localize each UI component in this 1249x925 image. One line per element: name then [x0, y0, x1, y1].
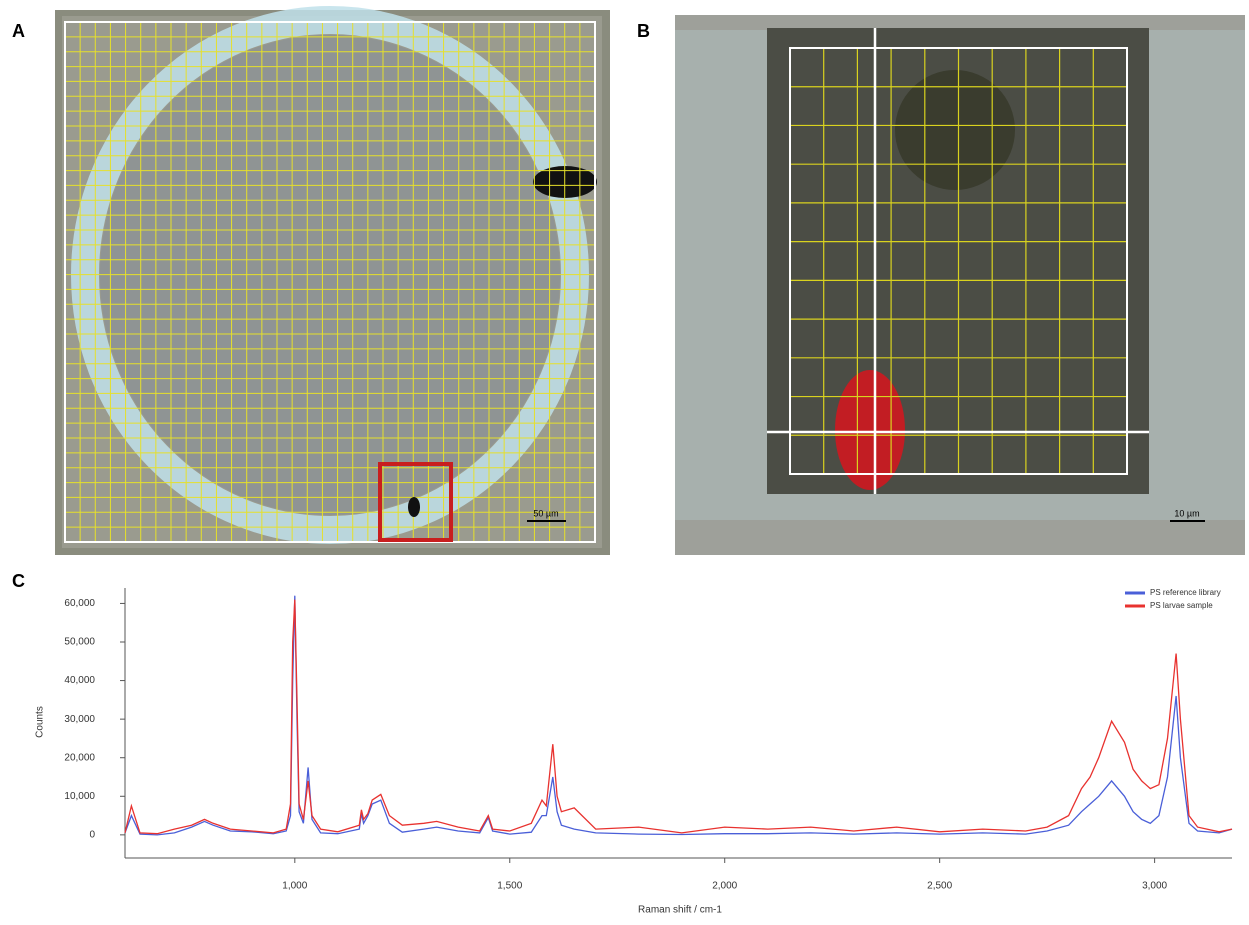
scan-frame [64, 21, 596, 543]
spectrum-line [124, 599, 1233, 835]
x-axis-label: Raman shift / cm-1 [638, 905, 722, 916]
x-tick-label: 1,000 [282, 881, 307, 892]
tissue [895, 70, 1015, 190]
highlight-box [378, 462, 453, 542]
x-tick-label: 1,500 [497, 881, 522, 892]
panel-label: B [637, 21, 650, 41]
y-tick-label: 60,000 [64, 598, 95, 609]
legend-label: PS reference library [1150, 588, 1221, 597]
grid-a [65, 22, 595, 542]
panel-label: C [12, 571, 25, 591]
x-tick-label: 2,500 [927, 881, 952, 892]
x-tick-label: 3,000 [1142, 881, 1167, 892]
y-tick-label: 40,000 [64, 675, 95, 686]
x-tick-label: 2,000 [712, 881, 737, 892]
scan-frame [789, 47, 1128, 475]
y-tick-label: 20,000 [64, 752, 95, 763]
spectrum-line [124, 595, 1233, 836]
particle [408, 497, 420, 517]
scale-bar-label: 10 µm [1174, 508, 1199, 518]
ps-hotspot [835, 370, 905, 490]
legend-label: PS larvae sample [1150, 601, 1213, 610]
panel-label: A [12, 21, 25, 41]
grid-b [790, 48, 1127, 474]
y-tick-label: 0 [89, 829, 95, 840]
y-tick-label: 30,000 [64, 714, 95, 725]
y-axis-label: Counts [35, 706, 46, 738]
y-tick-label: 50,000 [64, 637, 95, 648]
y-tick-label: 10,000 [64, 791, 95, 802]
scale-bar-label: 50 µm [533, 508, 558, 518]
plot-area: 0 10,000 20,000 30,000 40,000 50,000 60,000 1,0… [64, 588, 1233, 892]
